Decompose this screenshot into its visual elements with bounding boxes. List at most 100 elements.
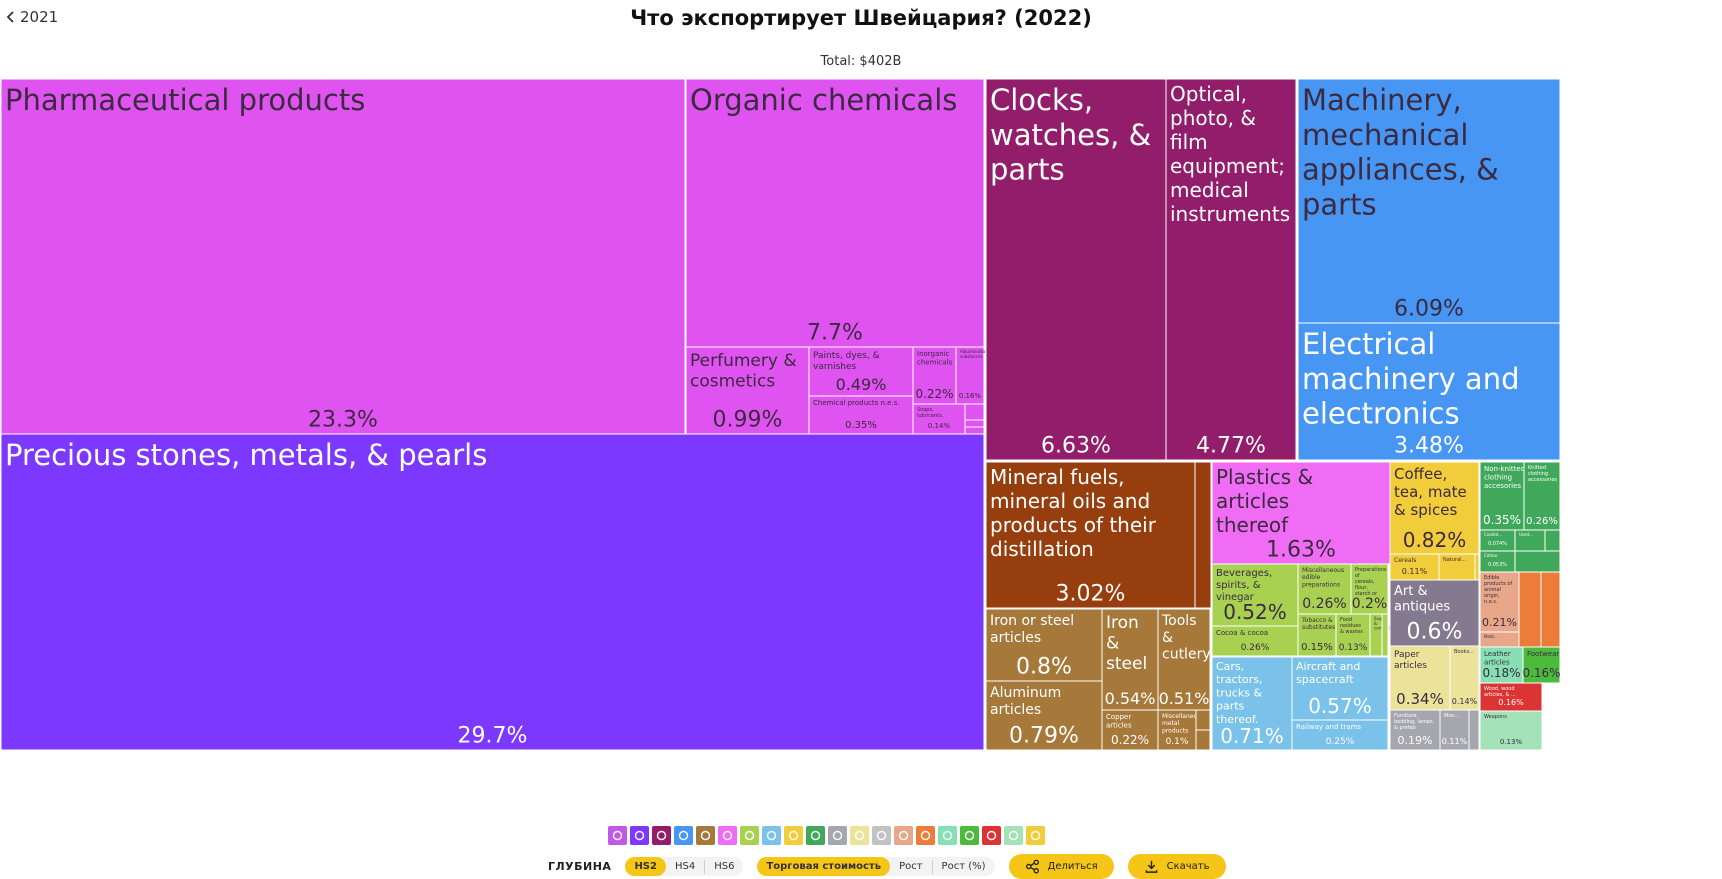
tile-rect[interactable] [1297, 79, 1561, 324]
tile-paper-articles-43[interactable]: Paper articles 0.34% [1389, 645, 1451, 711]
tile-cereals-39[interactable]: Cereals 0.11% [1389, 553, 1440, 581]
tile-rect[interactable] [1514, 550, 1561, 573]
tile-rect[interactable] [1540, 571, 1561, 648]
filter-animal-products-icon[interactable] [894, 826, 913, 845]
tile-tile-10[interactable] [964, 426, 985, 435]
tile-rect[interactable] [1211, 461, 1391, 565]
filter-transportation-icon[interactable] [762, 826, 781, 845]
tile-rect[interactable] [964, 426, 985, 435]
filter-precious-stones-icon[interactable] [630, 826, 649, 845]
tile-cotton-52[interactable]: Cotton 0.053% [1479, 550, 1516, 573]
tile-rect[interactable] [1518, 571, 1542, 648]
tile-rect[interactable] [1389, 645, 1451, 711]
filter-instruments-icon[interactable] [652, 826, 671, 845]
tile-tile-24[interactable] [1195, 709, 1211, 731]
tile-rect[interactable] [1479, 646, 1524, 684]
tile-natural-40[interactable]: Natural... [1438, 553, 1476, 581]
tile-tile-58[interactable] [1540, 571, 1561, 648]
tile-rect[interactable] [985, 79, 1167, 461]
tile-rect[interactable] [1211, 625, 1299, 657]
tile-wood-wood-articles-61[interactable]: Wood, wood articles, & ...0.16% [1479, 682, 1543, 712]
treemap-chart[interactable]: Pharmaceutical products 23.3% Organic chem… [0, 79, 1722, 825]
tile-machinery-mechanical-appliances-parts-14[interactable]: Machinery, mechanical appliances, & parts 6.… [1297, 79, 1561, 324]
tile-rect[interactable] [964, 403, 985, 421]
tile-tobacco-substitutes-31[interactable]: Tobacco & substitutes 0.15% [1297, 613, 1337, 657]
tile-iron-or-steel-articles-18[interactable]: Iron or steel articles 0.8% [985, 608, 1103, 682]
tile-edible-products-of-animal-origin-n-e-s-55[interactable]: Edible products of animal origin, n.e.s. 0.21… [1479, 571, 1520, 633]
filter-art-icon[interactable] [1026, 826, 1045, 845]
filter-chemicals-icon[interactable] [608, 826, 627, 845]
tile-albuminoidal-substances-7[interactable]: Albuminoidal substances 0.16% [955, 346, 986, 405]
tile-rect[interactable] [1523, 461, 1561, 531]
tile-mineral-fuels-mineral-oils-and-products-of-their-distillation-16[interactable]: Mineral fuels, mineral oils and products o… [985, 461, 1196, 609]
download-button[interactable]: Скачать [1127, 854, 1226, 879]
tile-rect[interactable] [1389, 461, 1480, 555]
filter-furniture-icon[interactable] [828, 826, 847, 845]
tile-rect[interactable] [1211, 656, 1293, 751]
tile-cocoa-cocoa-preparations-30[interactable]: Cocoa & cocoa 0.26% [1211, 625, 1299, 657]
tile-rect[interactable] [985, 608, 1103, 682]
tile-misc-46[interactable]: Misc... 0.11% [1439, 709, 1470, 751]
filter-foodstuffs-icon[interactable] [784, 826, 803, 845]
tile-iron-steel-20[interactable]: Iron & steel 0.54% [1101, 608, 1159, 711]
tile-tile-54[interactable] [1514, 550, 1561, 573]
tile-soaps-lubricants-waxes-candles-6[interactable]: Soaps, lubricants, 0.14% [912, 403, 966, 435]
filter-animal-hides-icon[interactable] [916, 826, 935, 845]
back-to-2021-link[interactable]: 2021 [6, 8, 58, 26]
tile-rect[interactable] [1522, 646, 1561, 684]
tile-rect[interactable] [1389, 579, 1480, 647]
tile-rect[interactable] [1195, 709, 1211, 731]
tile-rect[interactable] [1350, 563, 1389, 615]
tile-art-antiques-42[interactable]: Art & antiques 0.6% [1389, 579, 1480, 647]
tile-inorganic-chemicals-5[interactable]: Inorganic chemicals 0.22% [912, 346, 957, 405]
tile-rect[interactable] [1297, 563, 1352, 615]
tile-tile-47[interactable] [1468, 709, 1480, 751]
tile-tile-17[interactable] [1194, 461, 1212, 609]
tile-clocks-watches-parts-12[interactable]: Clocks, watches, & parts 6.63% [985, 79, 1167, 461]
filter-metals-icon[interactable] [696, 826, 715, 845]
filter-footwear-icon[interactable] [960, 826, 979, 845]
filter-textiles-icon[interactable] [806, 826, 825, 845]
tile-miscellaneous-edible-preparations-28[interactable]: Miscellaneous edible preparations 0.26% [1297, 563, 1352, 615]
tile-paints-dyes-varnishes-3[interactable]: Paints, dyes, & varnishes 0.49% [808, 346, 914, 397]
measure-option-growth-pct[interactable]: Рост (%) [941, 861, 986, 872]
filter-machinery-icon[interactable] [674, 826, 693, 845]
tile-rect[interactable] [1101, 608, 1159, 711]
tile-rect[interactable] [985, 680, 1103, 751]
tile-rect[interactable] [1291, 656, 1389, 721]
tile-rect[interactable] [1479, 571, 1520, 633]
tile-perfumery-cosmetics-2[interactable]: Perfumery & cosmetics 0.99% [685, 346, 810, 435]
tile-knitted-clothing-accessories-49[interactable]: Knitted clothing accessories 0.26% [1523, 461, 1561, 531]
depth-option-hs6[interactable]: HS6 [714, 861, 735, 872]
tile-rect[interactable] [1194, 461, 1212, 609]
tile-aluminum-articles-19[interactable]: Aluminum articles 0.79% [985, 680, 1103, 751]
tile-rect[interactable] [685, 79, 985, 348]
tile-non-knitted-clothing-accesories-48[interactable]: Non-knitted clothing accesories 0.35% [1479, 461, 1525, 531]
tile-rect[interactable] [912, 403, 966, 435]
tile-rect[interactable] [1389, 553, 1440, 581]
tile-furniture-bedding-lamps-prefab-buildings-45[interactable]: Furniture, bedding, lamps, & prefab 0.19% [1389, 709, 1441, 751]
filter-paper-icon[interactable] [850, 826, 869, 845]
tile-pharmaceutical-products-0[interactable]: Pharmaceutical products 23.3% [0, 79, 686, 435]
tile-tile-53[interactable] [1544, 529, 1561, 552]
tile-rect[interactable] [1381, 613, 1389, 657]
tile-rect[interactable] [685, 346, 810, 435]
depth-option-hs4[interactable]: HS4 [674, 861, 696, 872]
tile-miscellaneous-metal-products-23[interactable]: Miscellaneous metal products 0.1% [1157, 709, 1204, 751]
tile-copper-articles-21[interactable]: Copper articles 0.22% [1101, 709, 1159, 751]
tile-tile-41[interactable] [1474, 553, 1480, 581]
tile-rect[interactable] [955, 346, 985, 405]
tile-tile-57[interactable] [1518, 571, 1542, 648]
tile-cars-tractors-trucks-parts-thereof-35[interactable]: Cars, tractors, trucks & parts thereof.0.71% [1211, 656, 1293, 751]
tile-precious-stones-metals-pearls-11[interactable]: Precious stones, metals, & pearls 29.7% [0, 433, 985, 751]
tile-tile-9[interactable] [964, 419, 985, 428]
filter-leather-icon[interactable] [938, 826, 957, 845]
tile-rect[interactable] [1297, 322, 1561, 461]
filter-weapons-icon[interactable] [1004, 826, 1023, 845]
filter-vegetable-products-icon[interactable] [740, 826, 759, 845]
tile-weapons-62[interactable]: Weapons 0.13% [1479, 710, 1543, 751]
